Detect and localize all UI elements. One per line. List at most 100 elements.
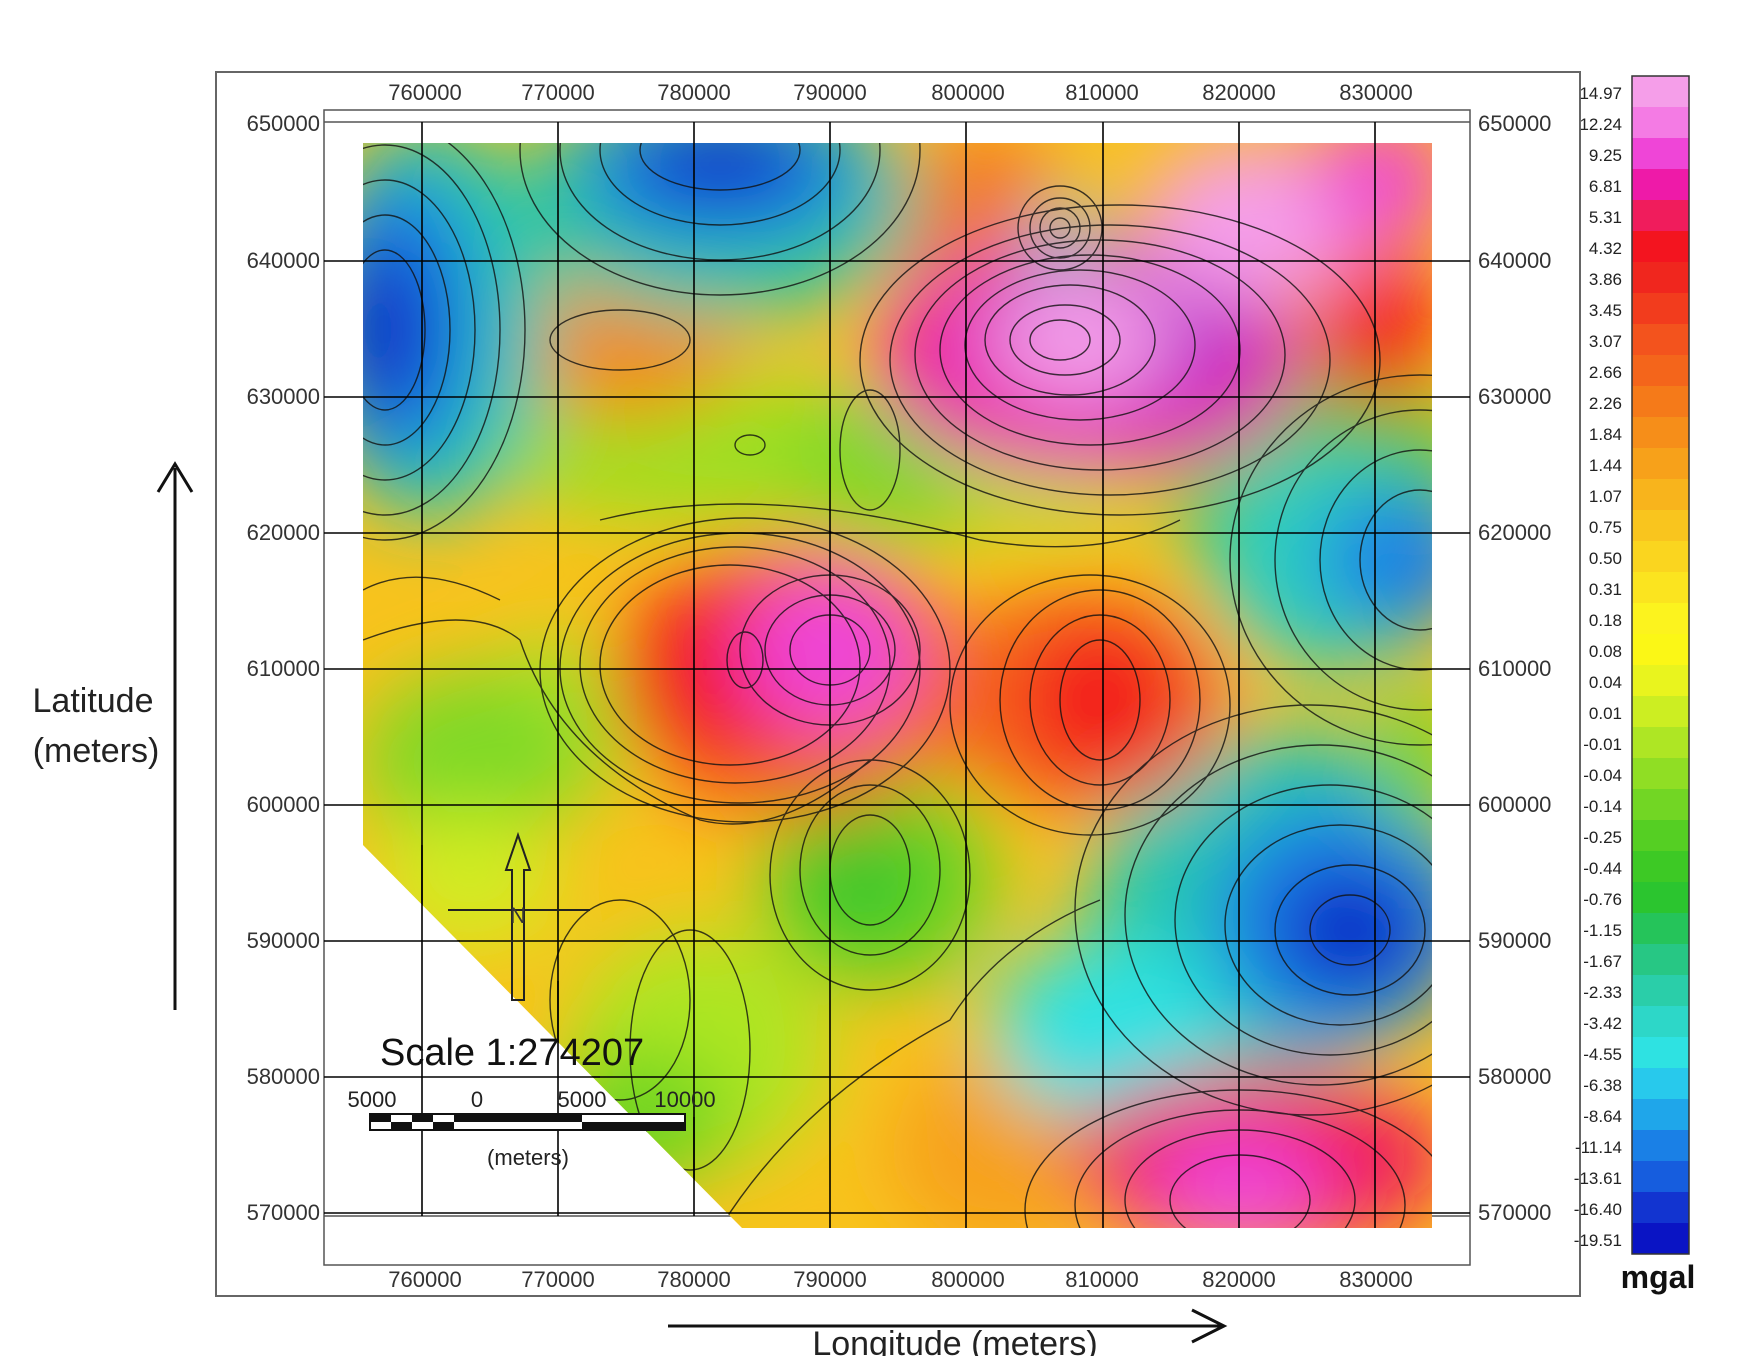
y-tick-right: 650000 <box>1478 111 1551 136</box>
colorbar-label: -13.61 <box>1574 1169 1622 1188</box>
colorbar-label: 3.86 <box>1589 270 1622 289</box>
y-tick-right: 590000 <box>1478 928 1551 953</box>
north-label: N <box>510 903 526 928</box>
y-tick-left: 620000 <box>247 520 320 545</box>
colorbar-label: -19.51 <box>1574 1231 1622 1250</box>
y-tick-labels-right: 650000 640000 630000 620000 610000 60000… <box>1478 111 1551 1225</box>
colorbar-swatch <box>1632 324 1689 356</box>
scale-bar-segment <box>477 1114 582 1122</box>
x-axis-arrow <box>668 1308 1228 1344</box>
x-tick-top: 790000 <box>793 80 866 105</box>
colorbar-swatch <box>1632 913 1689 945</box>
colorbar-swatch <box>1632 1037 1689 1069</box>
colorbar-label: 4.32 <box>1589 239 1622 258</box>
x-tick-labels-top: 760000 770000 780000 790000 800000 81000… <box>388 80 1412 105</box>
colorbar-label: -6.38 <box>1583 1076 1622 1095</box>
y-tick-right: 600000 <box>1478 792 1551 817</box>
x-tick-top: 770000 <box>521 80 594 105</box>
colorbar-label: -0.44 <box>1583 859 1622 878</box>
colorbar-label: -16.40 <box>1574 1200 1622 1219</box>
scale-unit: (meters) <box>487 1145 569 1170</box>
y-tick-left: 600000 <box>247 792 320 817</box>
scale-bar-segment <box>391 1122 412 1130</box>
colorbar-swatch <box>1632 541 1689 573</box>
scale-bar-segment <box>433 1122 454 1130</box>
colorbar-label: 0.01 <box>1589 704 1622 723</box>
colorbar-swatch <box>1632 417 1689 449</box>
y-tick-right: 610000 <box>1478 656 1551 681</box>
colorbar-label: 1.84 <box>1589 425 1622 444</box>
colorbar-label: -4.55 <box>1583 1045 1622 1064</box>
colorbar-swatch <box>1632 1192 1689 1224</box>
x-tick-bottom: 760000 <box>388 1267 461 1292</box>
y-tick-right: 630000 <box>1478 384 1551 409</box>
y-title-line2: (meters) <box>33 732 160 770</box>
colorbar-unit: mgal <box>1621 1259 1696 1295</box>
colorbar-label: 3.07 <box>1589 332 1622 351</box>
y-tick-right: 620000 <box>1478 520 1551 545</box>
colorbar-label: -2.33 <box>1583 983 1622 1002</box>
colorbar-label: 0.75 <box>1589 518 1622 537</box>
x-tick-top: 810000 <box>1065 80 1138 105</box>
x-tick-bottom: 810000 <box>1065 1267 1138 1292</box>
colorbar-swatch <box>1632 138 1689 170</box>
colorbar-swatch <box>1632 944 1689 976</box>
colorbar-swatch <box>1632 665 1689 697</box>
colorbar-swatch <box>1632 448 1689 480</box>
scale-title: Scale 1:274207 <box>380 1032 644 1074</box>
y-tick-left: 650000 <box>247 111 320 136</box>
colorbar-swatch <box>1632 851 1689 883</box>
colorbar-label: -1.15 <box>1583 921 1622 940</box>
y-tick-right: 640000 <box>1478 248 1551 273</box>
colorbar-swatch <box>1632 758 1689 790</box>
colorbar-label: 0.31 <box>1589 580 1622 599</box>
colorbar-swatch <box>1632 975 1689 1007</box>
colorbar-swatch <box>1632 1099 1689 1131</box>
colorbar-label: -0.01 <box>1583 735 1622 754</box>
colorbar-swatch <box>1632 696 1689 728</box>
colorbar-label: 6.81 <box>1589 177 1622 196</box>
colorbar-swatch <box>1632 882 1689 914</box>
colorbar-swatch <box>1632 262 1689 294</box>
x-tick-top: 780000 <box>657 80 730 105</box>
colorbar-swatch <box>1632 231 1689 263</box>
y-tick-right: 570000 <box>1478 1200 1551 1225</box>
colorbar-label: 3.45 <box>1589 301 1622 320</box>
colorbar-swatch <box>1632 820 1689 852</box>
y-tick-right: 580000 <box>1478 1064 1551 1089</box>
north-arrow: N <box>448 831 590 1001</box>
colorbar-swatch <box>1632 293 1689 325</box>
colorbar-swatch <box>1632 510 1689 542</box>
colorbar-label: -11.14 <box>1575 1138 1622 1157</box>
colorbar-swatch <box>1632 1068 1689 1100</box>
x-tick-bottom: 770000 <box>521 1267 594 1292</box>
grid-lines-outer <box>324 122 1470 1216</box>
colorbar-swatch <box>1632 789 1689 821</box>
colorbar-label: -3.42 <box>1583 1014 1622 1033</box>
colorbar-label: -0.04 <box>1583 766 1622 785</box>
colorbar-swatch <box>1632 603 1689 635</box>
x-tick-top: 800000 <box>931 80 1004 105</box>
y-tick-labels-left: 650000 640000 630000 620000 610000 60000… <box>247 111 320 1225</box>
scale-bar-segment <box>582 1122 685 1130</box>
x-tick-bottom: 790000 <box>793 1267 866 1292</box>
x-tick-bottom: 800000 <box>931 1267 1004 1292</box>
y-tick-left: 630000 <box>247 384 320 409</box>
scale-tick: 5000 <box>348 1087 397 1112</box>
colorbar-swatch <box>1632 355 1689 387</box>
scale-tick: 0 <box>471 1087 483 1112</box>
colorbar-swatch <box>1632 386 1689 418</box>
scale-bar-segment <box>412 1114 433 1122</box>
colorbar-swatch <box>1632 1006 1689 1038</box>
y-tick-left: 590000 <box>247 928 320 953</box>
colorbar-swatch <box>1632 727 1689 759</box>
colorbar-label: -0.14 <box>1583 797 1622 816</box>
x-tick-top: 760000 <box>388 80 461 105</box>
colorbar-label: 1.44 <box>1589 456 1622 475</box>
y-tick-left: 640000 <box>247 248 320 273</box>
colorbar-label: 5.31 <box>1589 208 1622 227</box>
colorbar-swatch <box>1632 107 1689 139</box>
y-axis-title: Latitude (meters) <box>33 682 160 770</box>
colorbar-label: 0.50 <box>1589 549 1622 568</box>
colorbar-swatch <box>1632 169 1689 201</box>
